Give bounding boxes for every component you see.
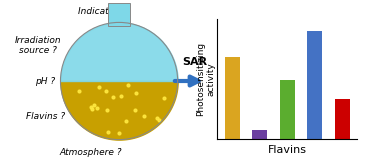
Text: Atmosphere ?: Atmosphere ? [59, 148, 122, 157]
FancyBboxPatch shape [108, 3, 130, 26]
Bar [280, 80, 295, 139]
Text: Irradiation
source ?: Irradiation source ? [14, 36, 61, 55]
Text: Indicator ?: Indicator ? [78, 7, 126, 16]
X-axis label: Flavins: Flavins [268, 145, 307, 155]
Bar [225, 57, 240, 139]
Y-axis label: Photosensitizing
activity: Photosensitizing activity [197, 42, 216, 116]
Bar [253, 130, 267, 139]
Text: pH ?: pH ? [35, 76, 56, 86]
Text: SAR: SAR [182, 57, 207, 67]
Text: Flavins ?: Flavins ? [26, 112, 65, 121]
Bar [335, 99, 350, 139]
Bar [307, 31, 322, 139]
